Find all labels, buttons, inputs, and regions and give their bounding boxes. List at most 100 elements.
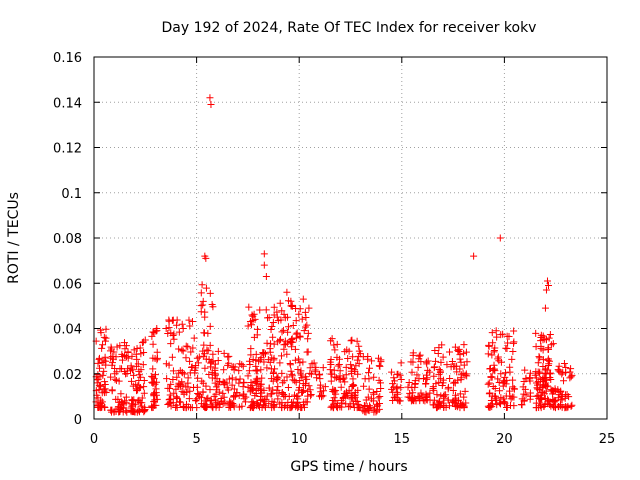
data-point <box>206 386 214 394</box>
data-point <box>518 395 526 403</box>
data-point <box>411 379 419 387</box>
data-point <box>190 384 198 392</box>
data-point <box>164 329 172 337</box>
data-point <box>277 316 285 324</box>
data-point <box>538 394 546 402</box>
data-point <box>180 389 188 397</box>
data-point <box>343 388 351 396</box>
data-point <box>185 316 193 324</box>
data-point <box>504 339 512 347</box>
data-point <box>534 385 542 393</box>
data-point-outlier <box>207 101 215 109</box>
data-point <box>488 373 496 381</box>
data-point <box>495 379 503 387</box>
data-point <box>267 326 275 334</box>
data-point <box>521 366 529 374</box>
data-point <box>109 359 116 367</box>
data-point <box>375 362 383 370</box>
data-point <box>330 341 338 349</box>
data-point <box>173 394 181 402</box>
data-point <box>167 340 175 348</box>
data-point <box>270 303 278 311</box>
data-point <box>497 370 505 378</box>
data-point <box>500 398 508 406</box>
data-point <box>206 289 214 297</box>
data-point <box>127 377 135 385</box>
y-tick-label: 0 <box>74 413 82 428</box>
data-point <box>228 363 236 371</box>
data-point <box>283 373 291 381</box>
data-point <box>404 383 412 391</box>
data-point <box>151 396 159 404</box>
data-point <box>265 400 273 408</box>
data-point <box>430 372 438 380</box>
y-tick-label: 0.02 <box>53 368 82 383</box>
data-point <box>460 349 468 357</box>
data-point <box>251 392 259 400</box>
data-point <box>170 335 178 343</box>
data-point <box>412 397 420 405</box>
data-point <box>93 379 101 387</box>
data-point <box>176 398 184 406</box>
data-point <box>167 329 175 337</box>
data-point <box>200 352 208 360</box>
data-point <box>397 359 405 367</box>
y-tick-label: 0.04 <box>53 323 82 338</box>
data-point <box>443 361 451 369</box>
data-point <box>165 317 173 325</box>
data-point <box>197 289 205 297</box>
data-point <box>152 401 160 409</box>
data-point <box>153 378 161 386</box>
data-point <box>312 368 320 376</box>
data-point <box>329 404 337 412</box>
data-point <box>377 379 384 387</box>
data-point <box>509 376 517 384</box>
data-point <box>535 353 543 361</box>
data-point <box>330 386 338 394</box>
data-point <box>502 392 510 400</box>
data-point <box>204 329 212 337</box>
data-point <box>140 383 148 391</box>
data-point <box>409 389 417 397</box>
data-point <box>547 376 555 384</box>
data-point <box>271 365 279 373</box>
data-point <box>347 337 355 345</box>
data-point <box>315 371 323 379</box>
data-point <box>225 359 233 367</box>
data-point <box>559 368 567 376</box>
data-point <box>497 394 505 402</box>
data-point <box>291 356 299 364</box>
data-point <box>392 385 400 393</box>
x-tick-label: 5 <box>192 432 200 447</box>
data-point <box>211 379 219 387</box>
data-point <box>152 385 160 393</box>
data-point <box>214 357 222 365</box>
data-point <box>204 347 212 355</box>
data-point <box>273 373 281 381</box>
data-point <box>433 391 441 399</box>
data-point <box>134 397 142 405</box>
data-point <box>350 381 358 389</box>
data-point <box>255 357 263 365</box>
data-point <box>404 393 412 401</box>
data-point <box>98 398 106 406</box>
data-point <box>112 395 120 403</box>
data-point <box>430 363 438 371</box>
data-point <box>187 404 195 412</box>
data-point <box>544 395 552 403</box>
data-point <box>435 344 443 352</box>
data-point <box>115 403 123 411</box>
data-point <box>406 389 414 397</box>
data-point <box>360 401 368 409</box>
data-point <box>280 403 288 411</box>
data-point <box>95 364 103 372</box>
data-point-outlier <box>543 277 551 285</box>
data-point <box>550 388 558 396</box>
data-point <box>292 317 300 325</box>
data-point <box>566 374 574 382</box>
data-point <box>135 367 143 375</box>
data-point <box>282 402 290 410</box>
data-point <box>527 392 535 400</box>
data-point <box>138 339 146 347</box>
data-point-outlier <box>541 304 549 312</box>
